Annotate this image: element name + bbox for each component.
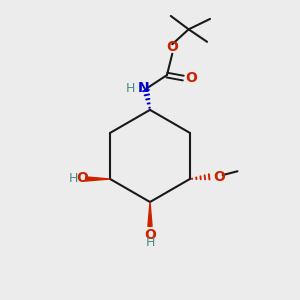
Text: H: H bbox=[69, 172, 78, 185]
Polygon shape bbox=[86, 177, 110, 181]
Text: O: O bbox=[166, 40, 178, 54]
Text: O: O bbox=[144, 228, 156, 242]
Text: O: O bbox=[185, 71, 197, 85]
Text: O: O bbox=[214, 169, 226, 184]
Polygon shape bbox=[148, 202, 152, 226]
Text: O: O bbox=[76, 171, 88, 185]
Text: N: N bbox=[137, 81, 149, 95]
Text: H: H bbox=[125, 82, 135, 95]
Text: H: H bbox=[145, 236, 155, 249]
